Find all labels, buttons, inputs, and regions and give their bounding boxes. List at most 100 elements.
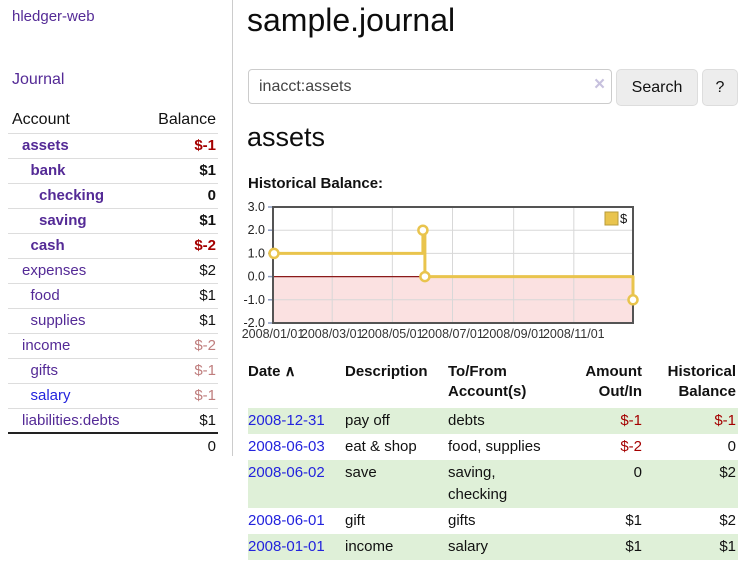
- transaction-accounts: debts: [448, 412, 485, 429]
- transaction-date-link[interactable]: 2008-01-01: [248, 538, 325, 555]
- register-row: 2008-01-01 income salary $1 $1: [248, 534, 738, 560]
- accounts-header-row: Account Balance: [8, 108, 218, 133]
- account-link[interactable]: gifts: [30, 362, 59, 379]
- account-row: assets $-1: [8, 132, 218, 158]
- data-point-marker: [268, 247, 280, 260]
- account-balance: $1: [143, 282, 218, 308]
- x-axis-tick-label: 2008/07/01: [421, 327, 484, 341]
- data-point-marker: [627, 294, 639, 306]
- search-button[interactable]: Search: [616, 69, 698, 106]
- x-axis-tick-label: 2008/01/01: [242, 327, 304, 341]
- account-row: saving $1: [8, 207, 218, 233]
- account-link[interactable]: checking: [39, 187, 105, 204]
- transaction-historical-balance: $-1: [714, 412, 736, 429]
- transaction-description: eat & shop: [345, 438, 417, 455]
- register-row: 2008-12-31 pay off debts $-1 $-1: [248, 408, 738, 434]
- transaction-amount: $1: [625, 538, 642, 555]
- register-row: 2008-06-03 eat & shop food, supplies $-2 0: [248, 434, 738, 460]
- transaction-date-link[interactable]: 2008-06-02: [248, 464, 325, 481]
- account-row: expenses $2: [8, 257, 218, 283]
- search-input[interactable]: [248, 69, 612, 104]
- register-header-row: Date ∧ Description To/From Account(s) Amoun…: [248, 362, 738, 408]
- account-link[interactable]: salary: [30, 387, 71, 404]
- account-balance: $2: [143, 257, 218, 283]
- sort-asc-icon: ∧: [280, 363, 296, 380]
- x-axis-tick-label: 2008/09/01: [482, 327, 545, 341]
- transaction-accounts: salary: [448, 538, 489, 555]
- y-axis-tick-label: 3.0: [248, 200, 265, 214]
- y-axis-tick-label: 0.0: [248, 270, 265, 284]
- register-column-header[interactable]: Description: [345, 363, 428, 380]
- transaction-date-link[interactable]: 2008-12-31: [248, 412, 325, 429]
- accounts-header-balance: Balance: [158, 111, 216, 129]
- y-axis-tick-label: 2.0: [248, 223, 265, 237]
- account-row: gifts $-1: [8, 357, 218, 383]
- app-brand-link[interactable]: hledger-web: [12, 8, 95, 25]
- transaction-date-link[interactable]: 2008-06-01: [248, 512, 325, 529]
- account-link[interactable]: food: [30, 287, 60, 304]
- sidebar-item-journal[interactable]: Journal: [12, 71, 65, 88]
- register-table: Date ∧ Description To/From Account(s) Amoun…: [248, 362, 738, 560]
- account-balance: $1: [143, 207, 218, 233]
- account-link[interactable]: income: [22, 337, 71, 354]
- register-column-header[interactable]: Historical Balance: [667, 363, 736, 400]
- account-balance: $-1: [143, 357, 218, 383]
- register-row: 2008-06-01 gift gifts $1 $2: [248, 508, 738, 534]
- account-row: salary $-1: [8, 382, 218, 408]
- account-balance: $1: [143, 307, 218, 333]
- register-column-header[interactable]: Amount Out/In: [585, 363, 642, 400]
- legend-label: $: [620, 211, 628, 226]
- transaction-accounts: food, supplies: [448, 438, 541, 455]
- y-axis-tick-label: 1.0: [248, 246, 265, 260]
- account-row: food $1: [8, 282, 218, 308]
- register-column-header[interactable]: To/From Account(s): [448, 363, 527, 400]
- accounts-total-row: 0: [8, 432, 218, 458]
- transaction-date-link[interactable]: 2008-06-03: [248, 438, 325, 455]
- transaction-description: save: [345, 464, 377, 481]
- account-row: cash $-2: [8, 232, 218, 258]
- accounts-table: Account Balance assets $-1 bank $1 checking 0…: [8, 108, 218, 458]
- accounts-total-value: 0: [143, 432, 218, 458]
- data-point-marker: [417, 224, 429, 236]
- account-link[interactable]: supplies: [30, 312, 86, 329]
- chart-title: Historical Balance:: [248, 175, 384, 192]
- data-point-marker: [419, 270, 431, 283]
- register-column-header[interactable]: Date ∧: [248, 363, 296, 380]
- transaction-description: gift: [345, 512, 366, 529]
- account-balance: $-1: [143, 132, 218, 158]
- y-axis-tick-label: -1.0: [243, 293, 265, 307]
- account-link[interactable]: expenses: [22, 262, 87, 279]
- account-row: liabilities:debts $1: [8, 407, 218, 433]
- transaction-amount: 0: [633, 464, 642, 481]
- account-link[interactable]: liabilities:debts: [22, 411, 120, 429]
- transaction-description: income: [345, 538, 394, 555]
- sidebar-divider: [232, 0, 233, 456]
- transaction-amount: $-2: [620, 438, 642, 455]
- account-balance: 0: [143, 182, 218, 208]
- account-row: supplies $1: [8, 307, 218, 333]
- clear-search-icon[interactable]: ×: [594, 74, 606, 95]
- transaction-historical-balance: 0: [727, 438, 736, 455]
- account-link[interactable]: cash: [30, 237, 65, 254]
- account-link[interactable]: saving: [39, 212, 87, 229]
- register-row: 2008-06-02 save saving, checking 0 $2: [248, 460, 738, 508]
- account-link[interactable]: bank: [30, 162, 66, 179]
- help-button[interactable]: ?: [702, 69, 738, 106]
- transaction-description: pay off: [345, 412, 390, 429]
- transaction-amount: $-1: [620, 412, 642, 429]
- account-row: income $-2: [8, 332, 218, 358]
- page-title: sample.journal: [247, 2, 456, 38]
- account-balance: $-2: [143, 232, 218, 258]
- transaction-accounts: saving, checking: [448, 464, 508, 503]
- account-balance: $-2: [143, 332, 218, 358]
- account-link[interactable]: assets: [22, 137, 69, 154]
- account-balance: $-1: [143, 382, 218, 408]
- accounts-table-body: assets $-1 bank $1 checking 0 saving $1 cash $-2 e…: [8, 132, 218, 433]
- transaction-historical-balance: $2: [719, 512, 736, 529]
- account-row: bank $1: [8, 157, 218, 183]
- account-row: checking 0: [8, 182, 218, 208]
- transaction-historical-balance: $1: [719, 538, 736, 555]
- register-table-body: 2008-12-31 pay off debts $-1 $-1 2008-06-03 ea…: [248, 408, 738, 560]
- chart-border: [272, 206, 634, 324]
- spacer: [8, 432, 144, 458]
